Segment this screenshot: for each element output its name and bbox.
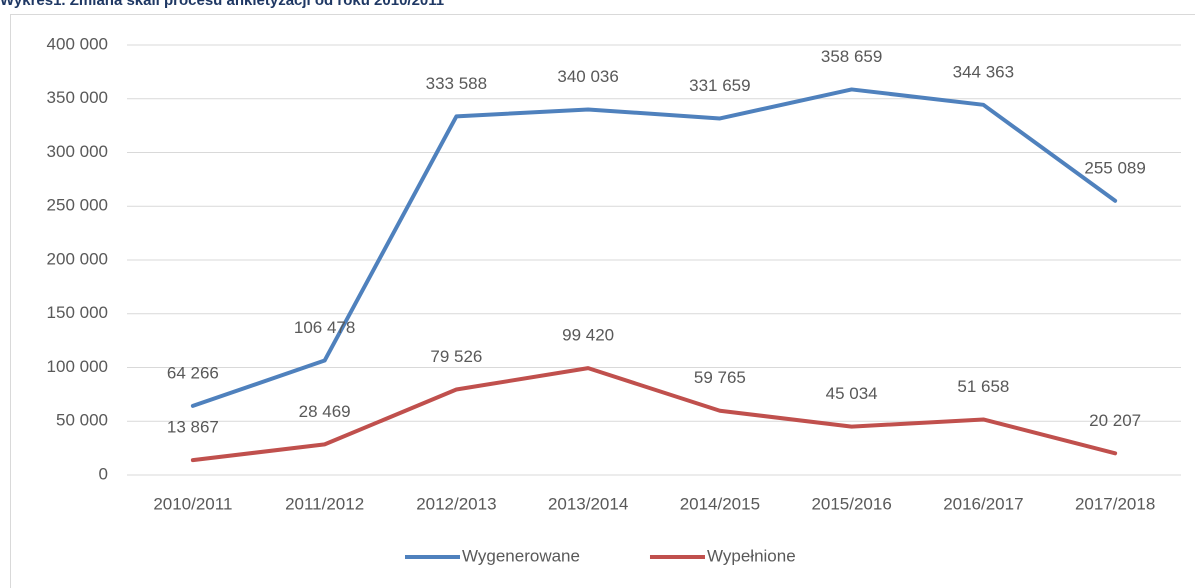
x-tick-label: 2016/2017	[943, 494, 1023, 513]
data-label: 20 207	[1089, 411, 1141, 430]
legend-label: Wygenerowane	[462, 546, 580, 565]
x-tick-label: 2014/2015	[680, 494, 760, 513]
x-tick-label: 2015/2016	[811, 494, 891, 513]
data-label: 106 478	[294, 318, 355, 337]
data-label: 358 659	[821, 47, 882, 66]
x-tick-label: 2013/2014	[548, 494, 628, 513]
series-line	[190, 87, 1118, 408]
y-tick-label: 50 000	[56, 411, 108, 430]
data-label: 340 036	[557, 67, 618, 86]
y-tick-label: 200 000	[47, 249, 108, 268]
y-tick-label: 350 000	[47, 88, 108, 107]
data-label: 59 765	[694, 368, 746, 387]
x-tick-label: 2012/2013	[416, 494, 496, 513]
legend-label: Wypełnione	[707, 546, 796, 565]
data-label: 333 588	[426, 74, 487, 93]
y-tick-label: 0	[99, 464, 108, 483]
y-tick-label: 250 000	[47, 196, 108, 215]
chart-title: Wykres1. Zmiana skali procesu ankietyzac…	[0, 0, 444, 9]
y-tick-label: 100 000	[47, 357, 108, 376]
data-label: 79 526	[430, 347, 482, 366]
series-line	[190, 366, 1118, 463]
data-label: 45 034	[826, 384, 878, 403]
x-tick-label: 2011/2012	[285, 494, 364, 513]
data-label: 51 658	[957, 377, 1009, 396]
y-tick-label: 300 000	[47, 142, 108, 161]
data-label: 28 469	[299, 402, 351, 421]
x-tick-label: 2010/2011	[153, 494, 232, 513]
data-label: 64 266	[167, 363, 219, 382]
data-label: 344 363	[953, 62, 1014, 81]
y-tick-label: 150 000	[47, 303, 108, 322]
data-label: 331 659	[689, 76, 750, 95]
y-tick-label: 400 000	[47, 34, 108, 53]
data-label: 99 420	[562, 326, 614, 345]
data-label: 13 867	[167, 418, 219, 437]
x-tick-label: 2017/2018	[1075, 494, 1155, 513]
data-label: 255 089	[1084, 158, 1145, 177]
